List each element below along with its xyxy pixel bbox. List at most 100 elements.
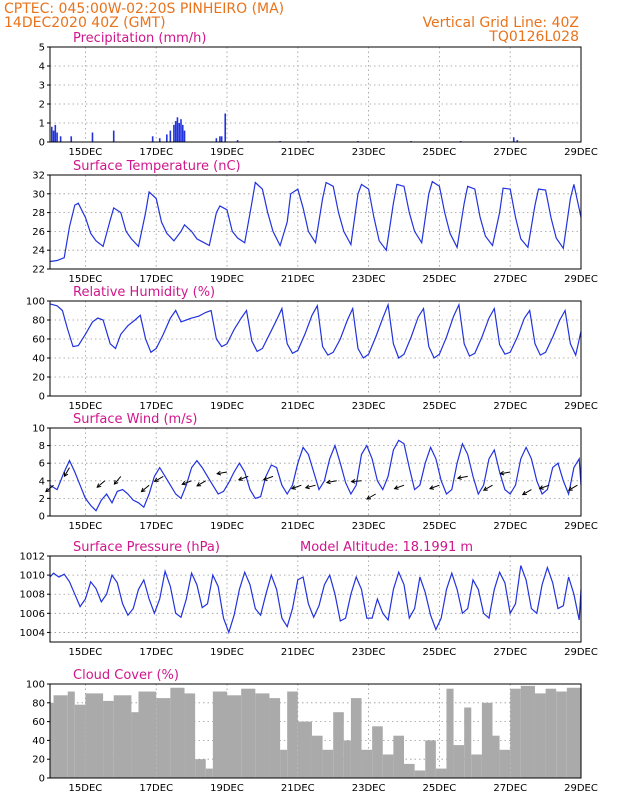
cloud-bar bbox=[156, 698, 171, 778]
wind-arrow bbox=[217, 471, 228, 475]
y-tick-label: 60 bbox=[32, 717, 45, 728]
y-tick-label: 1 bbox=[39, 119, 45, 130]
wind-arrow bbox=[483, 484, 493, 491]
x-tick-label: 21DEC bbox=[281, 147, 315, 158]
x-tick-label: 25DEC bbox=[423, 147, 457, 158]
x-tick-label: 21DEC bbox=[281, 274, 315, 285]
y-tick-label: 0 bbox=[39, 392, 45, 403]
wind-arrow bbox=[263, 475, 274, 481]
wind-arrowhead bbox=[113, 480, 119, 485]
precip-bar bbox=[169, 130, 172, 142]
x-tick-label: 27DEC bbox=[493, 521, 527, 532]
wind-arrowhead bbox=[237, 476, 243, 481]
wind-arrow bbox=[500, 471, 511, 475]
model-altitude-note: Model Altitude: 18.1991 m bbox=[300, 540, 473, 555]
wind-arrow bbox=[366, 493, 376, 500]
wind-arrow bbox=[113, 476, 122, 485]
cloud-bar bbox=[212, 691, 227, 778]
y-tick-label: 1012 bbox=[20, 552, 45, 563]
precip-bar bbox=[52, 130, 55, 142]
precip-bar bbox=[516, 140, 519, 142]
x-tick-label: 17DEC bbox=[139, 647, 173, 658]
y-tick-label: 40 bbox=[32, 736, 45, 747]
precip-bar bbox=[151, 136, 154, 142]
cloud-bar bbox=[350, 698, 362, 778]
y-tick-label: 80 bbox=[32, 316, 45, 327]
y-tick-label: 26 bbox=[32, 227, 45, 238]
panel-title: Relative Humidity (%) bbox=[73, 285, 215, 300]
wind-arrow bbox=[141, 484, 150, 493]
x-tick-label: 29DEC bbox=[564, 147, 598, 158]
precip-bar bbox=[224, 113, 227, 142]
cloud-bar bbox=[446, 688, 454, 778]
wind-arrowhead bbox=[567, 486, 573, 491]
panel-frame bbox=[49, 174, 582, 270]
x-tick-label: 21DEC bbox=[281, 401, 315, 412]
panel-title: Surface Wind (m/s) bbox=[73, 412, 197, 427]
wind-arrowhead bbox=[153, 477, 159, 482]
x-tick-label: 23DEC bbox=[352, 274, 386, 285]
y-tick-label: 2 bbox=[39, 494, 45, 505]
humidity-panel: 0 20 40 60 80 100 15DEC 17DEC 19DEC 21DEC 23DEC 25D… bbox=[26, 285, 598, 412]
precip-bar bbox=[54, 124, 57, 142]
wind-arrow bbox=[351, 480, 362, 483]
wind-arrow bbox=[305, 484, 316, 489]
cloud-bar bbox=[343, 740, 351, 778]
x-tick-label: 29DEC bbox=[564, 274, 598, 285]
x-tick-label: 29DEC bbox=[564, 783, 598, 794]
precip-bar bbox=[219, 136, 221, 142]
y-tick-label: 5 bbox=[39, 43, 45, 54]
x-tick-label: 19DEC bbox=[210, 147, 244, 158]
y-tick-label: 20 bbox=[32, 755, 45, 766]
wind-arrowhead bbox=[63, 472, 69, 478]
y-tick-label: 30 bbox=[32, 189, 45, 200]
precip-bar bbox=[180, 119, 182, 142]
x-tick-label: 25DEC bbox=[423, 401, 457, 412]
cloud-bar bbox=[85, 693, 104, 778]
x-tick-label: 23DEC bbox=[352, 647, 386, 658]
x-tick-label: 27DEC bbox=[493, 274, 527, 285]
cloud-bar bbox=[311, 735, 323, 778]
wind-arrowhead bbox=[216, 470, 222, 476]
y-tick-label: 24 bbox=[32, 246, 45, 257]
x-tick-label: 17DEC bbox=[139, 401, 173, 412]
x-tick-label: 15DEC bbox=[69, 521, 103, 532]
panel-frame bbox=[49, 555, 582, 643]
cloud-bar bbox=[195, 759, 206, 778]
cloud-bar bbox=[471, 754, 482, 778]
x-tick-label: 21DEC bbox=[281, 783, 315, 794]
cloud-bar bbox=[414, 770, 426, 778]
x-tick-label: 27DEC bbox=[493, 647, 527, 658]
cloud-bar bbox=[556, 691, 567, 778]
x-tick-label: 23DEC bbox=[352, 401, 386, 412]
x-tick-label: 17DEC bbox=[139, 521, 173, 532]
y-tick-label: 0 bbox=[39, 138, 45, 149]
x-tick-label: 21DEC bbox=[281, 521, 315, 532]
wind-arrow bbox=[182, 480, 192, 485]
cloud-bar bbox=[382, 754, 394, 778]
x-tick-label: 27DEC bbox=[493, 783, 527, 794]
wind-arrowhead bbox=[538, 485, 544, 490]
series-line bbox=[49, 439, 582, 512]
cloud-bar bbox=[74, 704, 86, 778]
cloud-bar bbox=[50, 702, 54, 778]
y-tick-label: 10 bbox=[32, 424, 45, 435]
x-tick-label: 15DEC bbox=[69, 274, 103, 285]
wind-panel: 0 2 4 6 8 10 15DEC 17DEC 19DEC 21DEC 23DEC 25DEC 27D… bbox=[32, 412, 598, 532]
cloud-bar bbox=[481, 702, 493, 778]
cloud-bar bbox=[297, 721, 312, 778]
y-tick-label: 3 bbox=[39, 81, 45, 92]
x-tick-label: 25DEC bbox=[423, 647, 457, 658]
x-tick-label: 29DEC bbox=[564, 401, 598, 412]
cloud-bar bbox=[322, 749, 334, 778]
precipitation-panel: 0 1 2 3 4 5 15DEC 17DEC 19DEC 21DEC 23DEC 25DEC 27DE… bbox=[39, 31, 598, 158]
x-tick-label: 17DEC bbox=[139, 274, 173, 285]
precip-bar bbox=[181, 124, 184, 142]
wind-arrow bbox=[568, 484, 578, 491]
y-tick-label: 1010 bbox=[20, 571, 45, 582]
y-tick-label: 1004 bbox=[20, 628, 45, 639]
y-tick-label: 4 bbox=[39, 476, 45, 487]
panel-frame bbox=[49, 46, 582, 143]
wind-arrowhead bbox=[482, 486, 488, 491]
